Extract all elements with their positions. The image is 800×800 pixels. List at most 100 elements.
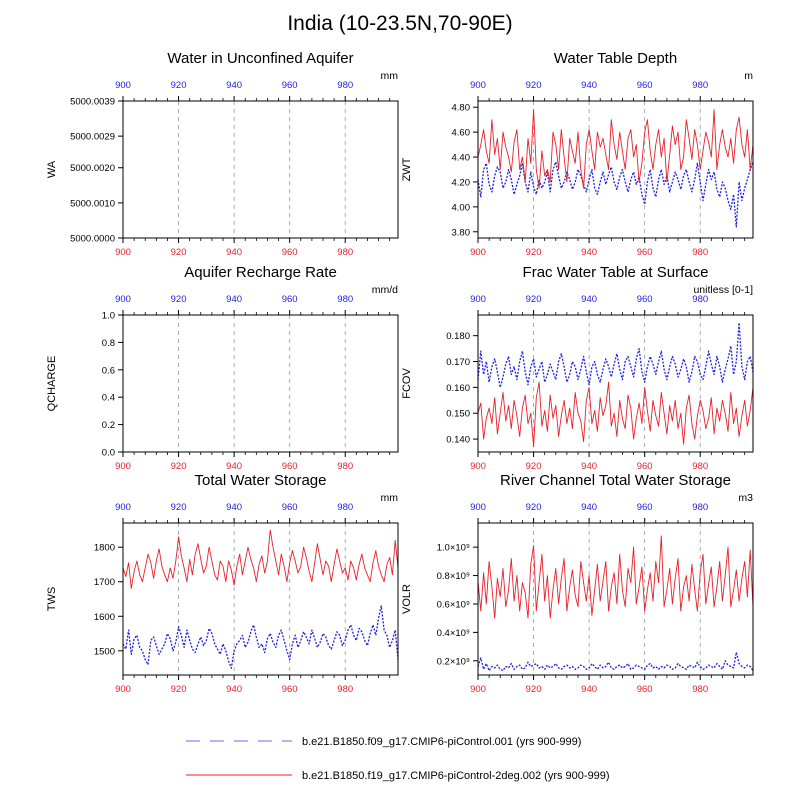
x-tick-label-bottom: 960 [637,247,653,258]
panel-title: Water Table Depth [554,50,677,67]
x-tick-label-bottom: 940 [226,684,242,695]
x-tick-label-top: 980 [692,502,708,513]
plot-frame [477,100,754,239]
x-tick-label-bottom: 900 [470,461,486,472]
y-tick-label: 0.8×10⁹ [437,571,470,582]
legend: b.e21.B1850.f09_g17.CMIP6-piControl.001 … [186,736,610,782]
x-tick-label-bottom: 960 [637,684,653,695]
x-tick-label-top: 980 [337,502,353,513]
panel-2: Water Table Depth m ZWT 900 900 920 920 940 940 9… [401,50,754,258]
y-axis-label: VOLR [401,584,413,614]
legend-label-1: b.e21.B1850.f09_g17.CMIP6-piControl.001 … [302,736,581,748]
units-label: m3 [738,492,753,504]
units-label: mm [381,492,399,504]
y-tick-label: 4.20 [452,177,471,188]
y-tick-label: 5000.0029 [70,132,115,143]
plot-frame [477,522,754,676]
x-tick-label-top: 960 [282,294,298,305]
y-tick-label: 0.160 [446,383,470,394]
series-blue-dashed [477,161,754,228]
x-tick-label-bottom: 960 [637,461,653,472]
y-tick-label: 4.40 [452,153,471,164]
x-tick-label-top: 940 [581,502,597,513]
x-tick-label-bottom: 960 [282,461,298,472]
y-tick-label: 1.0 [102,311,115,322]
x-tick-label-bottom: 960 [282,247,298,258]
panel-title: Water in Unconfined Aquifer [167,50,353,67]
y-tick-label: 1.0×10⁹ [437,543,470,554]
y-tick-label: 4.80 [452,103,471,114]
x-tick-label-top: 940 [581,80,597,91]
x-tick-label-bottom: 920 [526,684,542,695]
y-axis-label: WA [46,160,58,178]
y-tick-label: 4.60 [452,128,471,139]
y-tick-label: 5000.0000 [70,234,115,245]
series-blue-dashed [477,651,754,672]
y-tick-label: 1700 [94,577,115,588]
x-tick-label-top: 920 [171,80,187,91]
y-tick-label: 1800 [94,543,115,554]
x-tick-label-top: 900 [115,80,131,91]
y-axis-label: ZWT [401,157,413,181]
x-tick-label-top: 980 [337,80,353,91]
y-axis-label: QCHARGE [46,356,58,412]
series-red-solid [477,535,754,619]
x-tick-label-bottom: 980 [337,461,353,472]
x-tick-label-top: 900 [470,80,486,91]
x-tick-label-bottom: 920 [526,461,542,472]
x-tick-label-top: 940 [226,294,242,305]
x-tick-label-bottom: 920 [171,247,187,258]
y-tick-label: 0.8 [102,338,115,349]
plot-frame [122,100,399,239]
x-tick-label-bottom: 920 [171,461,187,472]
x-tick-label-bottom: 960 [282,684,298,695]
panel-3: Aquifer Recharge Rate mm/d QCHARGE 900 900 92… [46,264,399,472]
y-tick-label: 0.150 [446,409,470,420]
units-label: mm/d [372,284,398,296]
x-tick-label-bottom: 980 [337,247,353,258]
y-tick-label: 0.4×10⁹ [437,628,470,639]
panel-1: Water in Unconfined Aquifer mm WA 900 900 920… [46,50,399,258]
x-tick-label-top: 920 [526,502,542,513]
x-tick-label-top: 900 [470,294,486,305]
y-tick-label: 0.180 [446,331,470,342]
panel-4: Frac Water Table at Surface unitless [0-1… [401,264,754,472]
panel-title: Total Water Storage [194,472,326,489]
series-red-solid [477,109,754,189]
y-axis-label: FCOV [401,368,413,399]
figure-title: India (10-23.5N,70-90E) [287,12,512,35]
x-tick-label-top: 960 [637,294,653,305]
x-tick-label-top: 900 [470,502,486,513]
y-tick-label: 0.140 [446,435,470,446]
plot-frame [477,314,754,453]
y-tick-label: 0.6×10⁹ [437,599,470,610]
panel-title: Frac Water Table at Surface [523,264,709,281]
x-tick-label-bottom: 940 [581,684,597,695]
x-tick-label-bottom: 940 [226,461,242,472]
panel-5: Total Water Storage mm TWS 900 900 920 920 940 9… [46,472,399,695]
x-tick-label-top: 920 [171,294,187,305]
y-tick-label: 0.6 [102,365,115,376]
x-tick-label-top: 980 [337,294,353,305]
x-tick-label-bottom: 980 [692,684,708,695]
series-red-solid [477,381,754,448]
series-blue-dashed [122,605,399,669]
y-tick-label: 1500 [94,646,115,657]
x-tick-label-top: 940 [226,80,242,91]
x-tick-label-top: 920 [171,502,187,513]
x-tick-label-bottom: 900 [115,247,131,258]
x-tick-label-bottom: 920 [526,247,542,258]
y-tick-label: 1600 [94,612,115,623]
x-tick-label-top: 980 [692,294,708,305]
x-tick-label-bottom: 900 [115,461,131,472]
panel-grid: Water in Unconfined Aquifer mm WA 900 900 920… [46,50,754,695]
x-tick-label-bottom: 920 [171,684,187,695]
y-tick-label: 3.80 [452,227,471,238]
panel-title: River Channel Total Water Storage [500,472,731,489]
y-tick-label: 0.170 [446,357,470,368]
series-red-solid [122,529,399,590]
series-blue-dashed [477,322,754,389]
x-tick-label-bottom: 900 [115,684,131,695]
panel-title: Aquifer Recharge Rate [184,264,337,281]
